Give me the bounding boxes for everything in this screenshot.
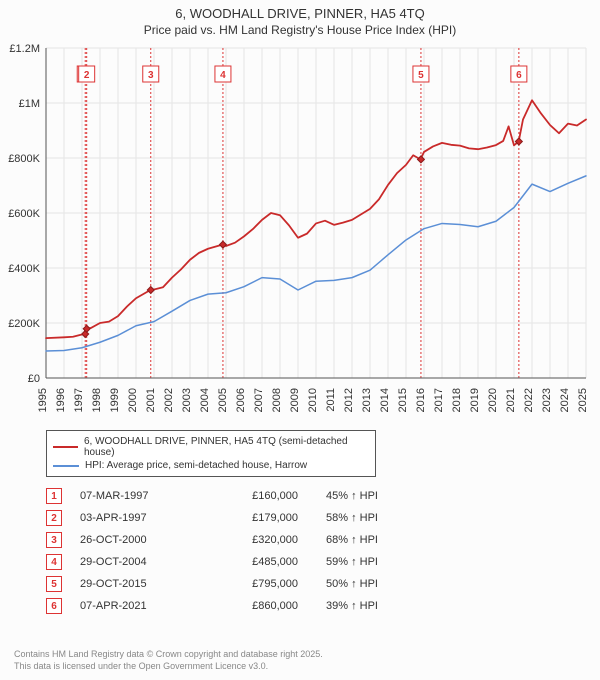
- svg-text:£400K: £400K: [8, 263, 40, 275]
- svg-text:1996: 1996: [55, 388, 67, 412]
- table-row: 1 07-MAR-1997 £160,000 45% ↑ HPI: [46, 485, 416, 507]
- sale-table: 1 07-MAR-1997 £160,000 45% ↑ HPI 2 03-APR-199…: [46, 485, 416, 617]
- svg-text:2012: 2012: [343, 388, 355, 412]
- sale-badge: 5: [46, 576, 62, 592]
- table-row: 3 26-OCT-2000 £320,000 68% ↑ HPI: [46, 529, 416, 551]
- sale-pct: 58% ↑ HPI: [326, 512, 416, 524]
- legend-swatch: [53, 465, 79, 467]
- chart-title: 6, WOODHALL DRIVE, PINNER, HA5 4TQ: [0, 0, 600, 21]
- footer-line: This data is licensed under the Open Gov…: [14, 660, 323, 672]
- sale-date: 03-APR-1997: [80, 512, 190, 524]
- sale-pct: 39% ↑ HPI: [326, 600, 416, 612]
- svg-text:2010: 2010: [307, 388, 319, 412]
- footer-text: Contains HM Land Registry data © Crown c…: [14, 648, 323, 672]
- svg-text:2004: 2004: [199, 388, 211, 412]
- legend-label: 6, WOODHALL DRIVE, PINNER, HA5 4TQ (semi…: [84, 436, 369, 458]
- svg-text:2018: 2018: [451, 388, 463, 412]
- sale-badge: 1: [46, 488, 62, 504]
- svg-text:1998: 1998: [91, 388, 103, 412]
- sale-price: £160,000: [208, 490, 308, 502]
- svg-text:£800K: £800K: [8, 153, 40, 165]
- sale-price: £860,000: [208, 600, 308, 612]
- svg-text:2011: 2011: [325, 388, 337, 412]
- svg-text:2014: 2014: [379, 388, 391, 412]
- svg-text:2001: 2001: [145, 388, 157, 412]
- sale-date: 29-OCT-2015: [80, 578, 190, 590]
- legend: 6, WOODHALL DRIVE, PINNER, HA5 4TQ (semi…: [46, 430, 376, 477]
- svg-text:£1M: £1M: [19, 98, 40, 110]
- plot-area: 123456£0£200K£400K£600K£800K£1M£1.2M1995…: [46, 48, 586, 378]
- svg-text:2013: 2013: [361, 388, 373, 412]
- svg-text:3: 3: [148, 70, 154, 81]
- sale-pct: 50% ↑ HPI: [326, 578, 416, 590]
- legend-label: HPI: Average price, semi-detached house,…: [85, 460, 307, 471]
- svg-text:1997: 1997: [73, 388, 85, 412]
- sale-price: £320,000: [208, 534, 308, 546]
- table-row: 2 03-APR-1997 £179,000 58% ↑ HPI: [46, 507, 416, 529]
- legend-swatch: [53, 446, 78, 448]
- sale-date: 07-APR-2021: [80, 600, 190, 612]
- table-row: 5 29-OCT-2015 £795,000 50% ↑ HPI: [46, 573, 416, 595]
- svg-text:2005: 2005: [217, 388, 229, 412]
- sale-badge: 6: [46, 598, 62, 614]
- svg-text:2016: 2016: [415, 388, 427, 412]
- sale-date: 26-OCT-2000: [80, 534, 190, 546]
- table-row: 6 07-APR-2021 £860,000 39% ↑ HPI: [46, 595, 416, 617]
- svg-text:2024: 2024: [559, 388, 571, 412]
- svg-text:2020: 2020: [487, 388, 499, 412]
- table-row: 4 29-OCT-2004 £485,000 59% ↑ HPI: [46, 551, 416, 573]
- svg-text:2007: 2007: [253, 388, 265, 412]
- sale-date: 07-MAR-1997: [80, 490, 190, 502]
- svg-text:£200K: £200K: [8, 318, 40, 330]
- svg-text:£600K: £600K: [8, 208, 40, 220]
- svg-text:2021: 2021: [505, 388, 517, 412]
- sale-date: 29-OCT-2004: [80, 556, 190, 568]
- svg-text:1995: 1995: [37, 388, 49, 412]
- legend-item-property: 6, WOODHALL DRIVE, PINNER, HA5 4TQ (semi…: [53, 435, 369, 459]
- svg-text:6: 6: [516, 70, 522, 81]
- svg-text:2000: 2000: [127, 388, 139, 412]
- footer-line: Contains HM Land Registry data © Crown c…: [14, 648, 323, 660]
- svg-text:£1.2M: £1.2M: [9, 43, 40, 55]
- svg-text:2002: 2002: [163, 388, 175, 412]
- legend-item-hpi: HPI: Average price, semi-detached house,…: [53, 459, 369, 472]
- svg-text:£0: £0: [28, 373, 40, 385]
- sale-badge: 4: [46, 554, 62, 570]
- chart-subtitle: Price paid vs. HM Land Registry's House …: [0, 21, 600, 37]
- sale-pct: 45% ↑ HPI: [326, 490, 416, 502]
- sale-pct: 68% ↑ HPI: [326, 534, 416, 546]
- sale-price: £179,000: [208, 512, 308, 524]
- svg-text:2015: 2015: [397, 388, 409, 412]
- svg-text:2023: 2023: [541, 388, 553, 412]
- sale-badge: 2: [46, 510, 62, 526]
- sale-price: £795,000: [208, 578, 308, 590]
- chart-svg: 123456£0£200K£400K£600K£800K£1M£1.2M1995…: [46, 48, 586, 426]
- sale-price: £485,000: [208, 556, 308, 568]
- sale-badge: 3: [46, 532, 62, 548]
- svg-text:2019: 2019: [469, 388, 481, 412]
- svg-text:2003: 2003: [181, 388, 193, 412]
- svg-text:5: 5: [418, 70, 424, 81]
- svg-text:2025: 2025: [577, 388, 589, 412]
- svg-text:1999: 1999: [109, 388, 121, 412]
- sale-pct: 59% ↑ HPI: [326, 556, 416, 568]
- svg-text:2008: 2008: [271, 388, 283, 412]
- svg-text:2006: 2006: [235, 388, 247, 412]
- svg-text:2022: 2022: [523, 388, 535, 412]
- chart-container: { "title": "6, WOODHALL DRIVE, PINNER, H…: [0, 0, 600, 680]
- svg-text:2009: 2009: [289, 388, 301, 412]
- svg-text:2017: 2017: [433, 388, 445, 412]
- svg-text:2: 2: [84, 70, 90, 81]
- svg-text:4: 4: [220, 70, 226, 81]
